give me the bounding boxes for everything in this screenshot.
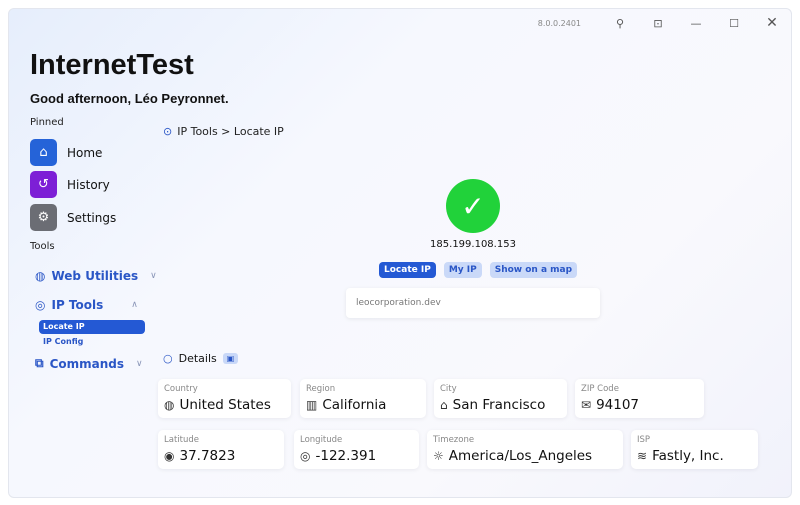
chevron-down-icon: ∨ [150, 271, 157, 281]
field-city: City ⌂ San Francisco [434, 379, 567, 418]
details-heading: ○ Details ▣ [163, 352, 239, 365]
field-value: California [322, 397, 387, 413]
maximize-button[interactable]: ☐ [729, 16, 739, 30]
nav-ip-config[interactable]: IP Config [43, 337, 84, 346]
action-buttons: Locate IP My IP Show on a map [379, 262, 578, 278]
breadcrumb-text: IP Tools > Locate IP [177, 125, 284, 138]
nav-label: Web Utilities [51, 269, 139, 283]
info-icon: ○ [163, 352, 173, 365]
terminal-icon: ⧉ [35, 356, 44, 370]
field-label: Latitude [164, 435, 199, 445]
save-icon[interactable]: ▣ [222, 353, 239, 364]
greeting: Good afternoon, Léo Peyronnet. [30, 91, 229, 106]
show-on-map-button[interactable]: Show on a map [489, 262, 578, 278]
ip-address: 185.199.108.153 [430, 239, 516, 250]
field-value: San Francisco [452, 397, 546, 413]
gear-icon: ⚙ [30, 204, 57, 231]
city-icon: ⌂ [440, 398, 448, 412]
home-icon: ⌂ [30, 139, 57, 166]
field-value: United States [179, 397, 271, 413]
field-value: Fastly, Inc. [652, 448, 724, 464]
location-icon: ◎ [35, 298, 46, 312]
field-value: 94107 [596, 397, 640, 413]
app-title: InternetTest [30, 49, 194, 81]
nav-label: Commands [49, 356, 125, 371]
nav-label: IP Tools [51, 298, 104, 312]
nav-web-utilities[interactable]: ◍ Web Utilities ∨ [35, 269, 157, 283]
globe-icon: ◍ [164, 398, 175, 412]
title-bar: 8.0.0.2401 ⚲ ⊡ — ☐ ✕ [538, 9, 791, 37]
nav-ip-tools[interactable]: ◎ IP Tools ∧ [35, 298, 138, 312]
sidebar-item-home[interactable]: ⌂ Home [30, 139, 102, 166]
my-ip-button[interactable]: My IP [443, 262, 482, 278]
details-label: Details [178, 352, 217, 365]
tools-heading: Tools [30, 241, 55, 252]
globe-icon: ◍ [35, 269, 46, 283]
location-icon: ⊙ [163, 125, 173, 138]
success-check-icon: ✓ [446, 179, 500, 233]
mail-icon: ✉ [581, 398, 592, 412]
sidebar-item-history[interactable]: ↺ History [30, 171, 110, 198]
field-label: ISP [637, 435, 651, 445]
field-longitude: Longitude ◎ -122.391 [294, 430, 419, 469]
breadcrumb: ⊙ IP Tools > Locate IP [163, 125, 284, 138]
minimize-button[interactable]: — [690, 16, 702, 30]
sidebar-item-settings[interactable]: ⚙ Settings [30, 204, 116, 231]
field-label: ZIP Code [581, 384, 619, 394]
sidebar-item-label: Settings [67, 210, 117, 225]
field-label: City [440, 384, 457, 394]
pinned-heading: Pinned [30, 117, 64, 128]
close-button[interactable]: ✕ [766, 15, 778, 31]
chevron-down-icon: ∨ [136, 358, 143, 369]
location-icon: ◎ [300, 449, 311, 463]
sidebar-item-label: History [67, 177, 110, 192]
compact-mode-icon[interactable]: ⊡ [653, 16, 663, 30]
nav-locate-ip[interactable]: Locate IP [39, 320, 145, 334]
version-label: 8.0.0.2401 [537, 18, 581, 28]
sidebar-item-label: Home [67, 145, 103, 160]
field-isp: ISP ≋ Fastly, Inc. [631, 430, 758, 469]
locate-ip-button[interactable]: Locate IP [379, 262, 436, 278]
field-label: Longitude [300, 435, 343, 445]
chevron-up-icon: ∧ [131, 300, 138, 310]
history-icon: ↺ [30, 171, 57, 198]
pin-icon[interactable]: ⚲ [615, 16, 625, 30]
field-value: -122.391 [315, 448, 377, 464]
field-value: 37.7823 [179, 448, 236, 464]
field-country: Country ◍ United States [158, 379, 291, 418]
nav-commands[interactable]: ⧉ Commands ∨ [35, 356, 143, 371]
field-timezone: Timezone ☼ America/Los_Angeles [427, 430, 623, 469]
wifi-icon: ≋ [637, 449, 648, 463]
app-window: 8.0.0.2401 ⚲ ⊡ — ☐ ✕ InternetTest Good a… [8, 8, 792, 498]
field-value: America/Los_Angeles [448, 448, 593, 464]
field-label: Country [164, 384, 198, 394]
target-icon: ◉ [164, 449, 175, 463]
field-zip: ZIP Code ✉ 94107 [575, 379, 704, 418]
field-latitude: Latitude ◉ 37.7823 [158, 430, 284, 469]
field-label: Region [306, 384, 336, 394]
field-region: Region ▥ California [300, 379, 426, 418]
sun-icon: ☼ [433, 449, 444, 463]
field-label: Timezone [433, 435, 475, 445]
map-icon: ▥ [306, 398, 318, 412]
ip-input[interactable] [346, 288, 600, 318]
